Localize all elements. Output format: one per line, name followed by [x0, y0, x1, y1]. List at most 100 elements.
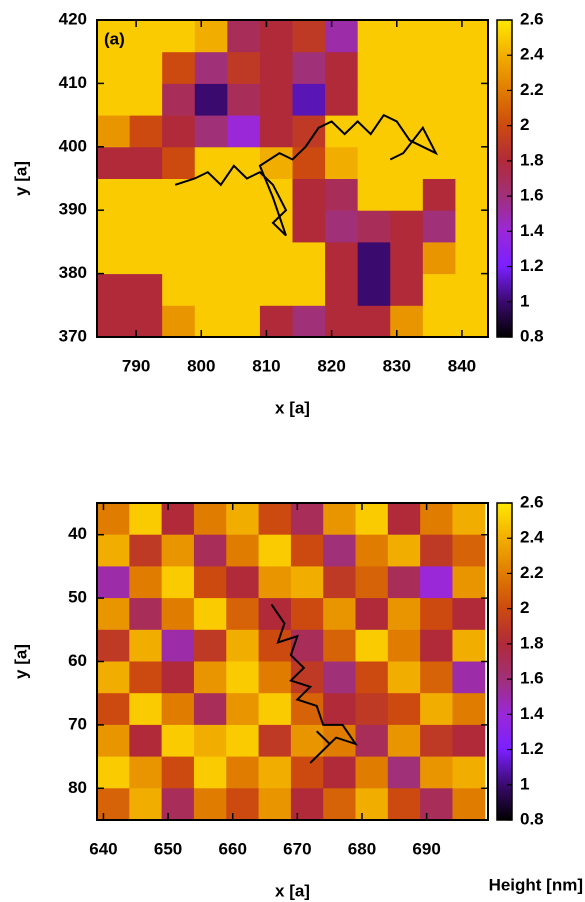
heat-cell	[290, 756, 324, 789]
heat-cell	[161, 629, 195, 662]
heat-cell	[355, 598, 389, 631]
heat-cell	[129, 693, 163, 726]
heat-cell	[97, 115, 131, 148]
colorbar-tick-label: 2.6	[520, 492, 544, 511]
x-tick-label: 790	[122, 356, 150, 375]
heat-cell	[323, 503, 357, 536]
heat-cell	[422, 178, 456, 211]
heat-cell	[292, 146, 326, 179]
heat-cell	[357, 83, 391, 116]
colorbar-tick-label: 1.2	[520, 739, 544, 758]
heat-cell	[455, 241, 488, 275]
colorbar-tick-label: 2.6	[520, 9, 544, 28]
y-tick-label: 410	[59, 73, 87, 92]
trajectory	[174, 113, 439, 237]
colorbar-tick-label: 2.2	[520, 80, 544, 99]
heat-cell	[390, 20, 424, 53]
y-tick-label: 70	[68, 714, 87, 733]
x-tick-label: 660	[219, 839, 247, 858]
heat-cell	[455, 178, 488, 211]
heat-cell	[422, 20, 456, 53]
colorbar-tick-label: 1.8	[520, 150, 544, 169]
heat-cell	[422, 305, 456, 337]
heat-cell	[194, 273, 228, 306]
x-axis-label: x [a]	[275, 398, 310, 417]
heat-cell	[226, 503, 260, 536]
heat-cell	[162, 305, 196, 337]
heat-cell	[259, 51, 293, 84]
heat-cell	[290, 503, 324, 536]
heat-cell	[227, 178, 261, 211]
heat-cell	[129, 51, 163, 84]
heat-cell	[227, 51, 261, 84]
plot-frame	[96, 19, 489, 338]
y-tick-label: 420	[59, 9, 87, 28]
heat-cell	[355, 566, 389, 599]
heat-cell	[162, 273, 196, 306]
heat-cell	[290, 629, 324, 662]
colorbar-tick-label: 2.2	[520, 563, 544, 582]
heat-cell	[355, 629, 389, 662]
colorbar	[496, 19, 513, 338]
heat-cell	[97, 178, 131, 211]
heat-cell	[226, 534, 260, 567]
heat-cell	[452, 566, 486, 599]
heat-cell	[387, 503, 421, 536]
heat-cell	[390, 51, 424, 84]
heat-cell	[422, 146, 456, 179]
heat-cell	[161, 598, 195, 631]
heat-cell	[323, 598, 357, 631]
heat-cell	[129, 305, 163, 337]
y-tick-label: 370	[59, 326, 87, 345]
heat-cell	[97, 788, 130, 820]
heat-cell	[193, 534, 227, 567]
heat-cell	[129, 115, 163, 148]
colorbar-tick-label: 2	[520, 598, 529, 617]
heat-cell	[390, 178, 424, 211]
heat-cell	[452, 693, 486, 726]
heat-cell	[452, 724, 486, 758]
heat-cell	[325, 178, 359, 211]
heat-cell	[227, 273, 261, 306]
heat-cell	[97, 693, 130, 726]
heat-cell	[129, 756, 163, 789]
heat-cell	[420, 661, 453, 694]
heat-cell	[325, 146, 359, 179]
heat-cell	[97, 661, 130, 694]
heat-cell	[194, 115, 228, 148]
x-axis-label: x [a]	[275, 881, 310, 900]
heat-cell	[97, 83, 131, 116]
heat-cell	[420, 756, 453, 789]
x-tick-label: 810	[252, 356, 280, 375]
heat-cell	[387, 788, 421, 820]
heat-cell	[455, 20, 488, 53]
heat-cell	[420, 693, 453, 726]
heat-cell	[258, 534, 292, 567]
heat-cell	[290, 534, 324, 567]
heat-cell	[162, 146, 196, 179]
heat-cell	[193, 503, 227, 536]
heat-cell	[258, 503, 292, 536]
colorbar-tick-label: 1.6	[520, 669, 544, 688]
heat-cell	[323, 566, 357, 599]
colorbar-tick-label: 1.4	[520, 704, 544, 723]
heat-cell	[290, 566, 324, 599]
x-tick-label: 640	[89, 839, 117, 858]
heat-cell	[161, 756, 195, 789]
heat-cell	[129, 178, 163, 211]
heat-cell	[97, 598, 130, 631]
heat-cell	[129, 629, 163, 662]
heat-cell	[259, 305, 293, 337]
heat-cell	[292, 178, 326, 211]
y-tick-label: 400	[59, 136, 87, 155]
heat-cell	[355, 661, 389, 694]
heat-cell	[290, 788, 324, 820]
heat-cell	[129, 661, 163, 694]
heat-cell	[194, 20, 228, 53]
plot-area	[97, 503, 486, 820]
heat-cell	[325, 83, 359, 116]
heat-cell	[258, 661, 292, 694]
heat-cell	[387, 534, 421, 567]
heat-cell	[129, 20, 163, 53]
x-tick-label: 670	[283, 839, 311, 858]
